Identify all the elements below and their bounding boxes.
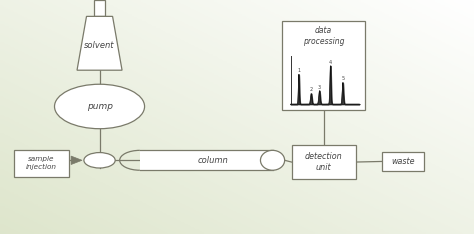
Bar xyxy=(292,145,356,179)
Circle shape xyxy=(55,84,145,129)
Text: data
processing: data processing xyxy=(303,26,344,46)
Bar xyxy=(282,21,365,110)
Text: detection
unit: detection unit xyxy=(305,152,342,172)
Text: 1: 1 xyxy=(297,68,301,73)
Text: pump: pump xyxy=(87,102,112,111)
Bar xyxy=(94,0,105,16)
Text: solvent: solvent xyxy=(84,41,115,50)
Text: waste: waste xyxy=(391,157,415,166)
Text: 3: 3 xyxy=(318,84,321,90)
Circle shape xyxy=(84,153,115,168)
Polygon shape xyxy=(77,16,122,70)
Text: column: column xyxy=(198,156,228,165)
Polygon shape xyxy=(71,156,82,165)
Text: sample
injection: sample injection xyxy=(26,156,57,170)
Text: 4: 4 xyxy=(329,60,332,65)
Bar xyxy=(14,150,69,177)
Text: 5: 5 xyxy=(341,76,344,81)
Bar xyxy=(382,152,424,171)
Text: 2: 2 xyxy=(310,88,313,92)
Ellipse shape xyxy=(260,150,284,170)
Bar xyxy=(140,150,273,170)
